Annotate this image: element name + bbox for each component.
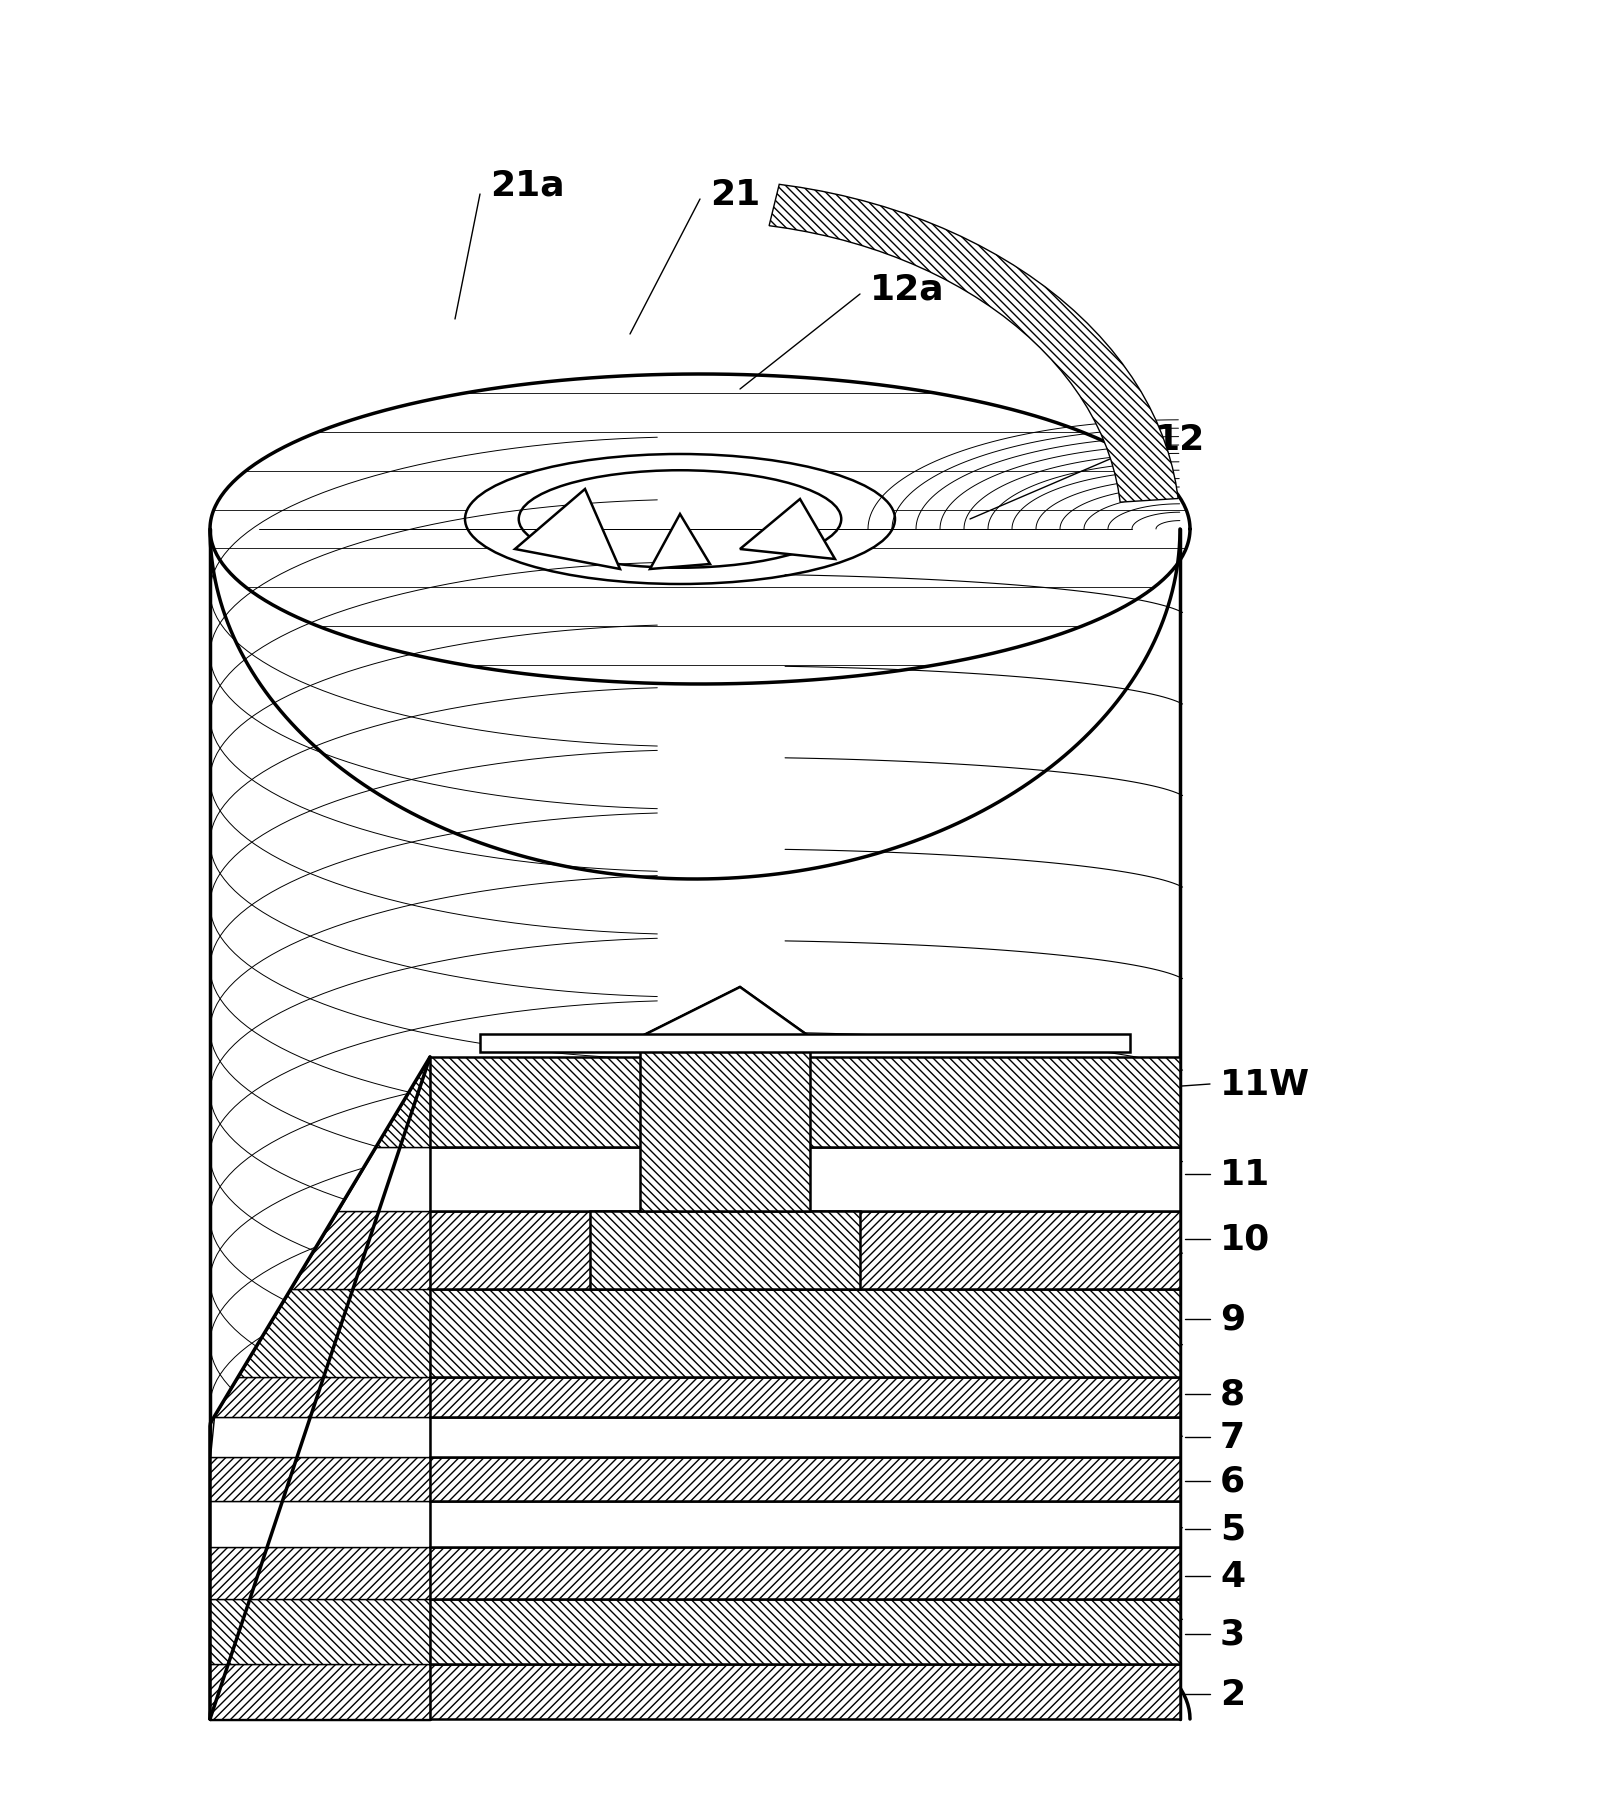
Bar	[429, 1058, 1180, 1148]
Polygon shape	[210, 1457, 429, 1502]
Bar	[429, 1502, 1180, 1547]
Text: 5: 5	[1220, 1513, 1244, 1547]
Text: 4: 4	[1220, 1560, 1244, 1594]
Polygon shape	[376, 1058, 429, 1148]
Polygon shape	[739, 500, 834, 560]
Text: 9: 9	[1220, 1301, 1246, 1336]
Bar	[641, 1038, 810, 1211]
Polygon shape	[210, 1502, 429, 1547]
Text: 11: 11	[1220, 1157, 1270, 1191]
Polygon shape	[650, 514, 710, 570]
Polygon shape	[337, 1148, 429, 1211]
Bar	[429, 1457, 1180, 1502]
Bar	[429, 1377, 1180, 1417]
Polygon shape	[770, 186, 1178, 504]
Text: 2: 2	[1220, 1677, 1244, 1711]
Bar	[591, 1211, 860, 1289]
Polygon shape	[291, 1211, 429, 1289]
Text: 12a: 12a	[870, 273, 944, 307]
Bar	[429, 1547, 1180, 1599]
Polygon shape	[210, 1417, 429, 1457]
Text: 12: 12	[1156, 422, 1206, 457]
Polygon shape	[210, 1547, 429, 1599]
Text: 10: 10	[1220, 1222, 1270, 1256]
Polygon shape	[237, 1289, 429, 1377]
Text: 8: 8	[1220, 1377, 1244, 1412]
Polygon shape	[215, 1377, 429, 1417]
Text: 6: 6	[1220, 1464, 1244, 1498]
Bar	[429, 1664, 1180, 1718]
Polygon shape	[641, 987, 810, 1038]
Text: 21a: 21a	[491, 168, 565, 202]
Text: 3: 3	[1220, 1617, 1244, 1652]
Text: 11W: 11W	[1220, 1067, 1311, 1101]
Text: 7: 7	[1220, 1421, 1244, 1455]
Bar	[479, 1034, 1130, 1052]
Polygon shape	[515, 489, 620, 570]
Text: 21: 21	[710, 179, 760, 211]
Bar	[429, 1417, 1180, 1457]
Bar	[429, 1148, 1180, 1211]
Bar	[429, 1211, 1180, 1289]
Polygon shape	[210, 1664, 429, 1718]
Bar	[429, 1599, 1180, 1664]
Bar	[429, 1289, 1180, 1377]
Polygon shape	[210, 1599, 429, 1664]
